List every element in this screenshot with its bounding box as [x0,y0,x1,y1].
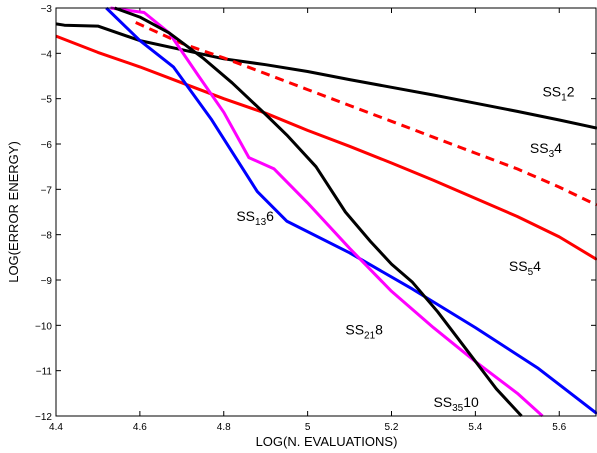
series-label-1: SS12 [542,83,574,103]
series-line-1 [55,22,597,130]
y-tick-label: −7 [41,185,53,196]
series-labels: SS12 SS34 SS54 SS136 SS218 SS3510 [236,83,574,414]
plot-frame [55,7,597,417]
y-tick-label: −3 [41,4,53,15]
y-tick-label: −12 [35,412,52,423]
series-line-5 [110,6,544,418]
x-tick-label: 5.2 [385,422,399,433]
x-tick-label: 5.4 [468,422,482,433]
x-tick-label: 5 [305,422,311,433]
series-label-6: SS3510 [433,394,479,414]
y-tick-label: −6 [41,140,53,151]
y-tick-label: −9 [41,276,53,287]
y-tick-label: −10 [35,321,52,332]
y-tick-labels: −3 −4 −5 −6 −7 −8 −9 −10 −11 −12 [35,4,52,423]
series-label-5: SS218 [345,321,383,341]
x-tick-labels: 4.4 4.6 4.8 5 5.2 5.4 5.6 [49,422,567,433]
x-tick-label: 4.8 [217,422,231,433]
y-tick-label: −5 [41,95,53,106]
series-line-4 [105,6,597,415]
y-tick-label: −11 [36,367,53,378]
x-axis-label: LOG(N. EVALUATIONS) [256,434,398,449]
series-lines [55,6,597,418]
series-label-4: SS136 [236,208,274,228]
series-label-3: SS54 [509,258,541,278]
series-line-3 [55,34,597,261]
series-line-6 [114,6,523,418]
x-tick-label: 4.4 [49,422,63,433]
x-tick-label: 5.6 [552,422,566,433]
series-label-2: SS34 [530,140,562,160]
y-tick-label: −4 [41,49,53,60]
y-tick-label: −8 [41,231,53,242]
y-axis-label: LOG(ERROR ENERGY) [6,141,21,283]
x-tick-label: 4.6 [133,422,147,433]
